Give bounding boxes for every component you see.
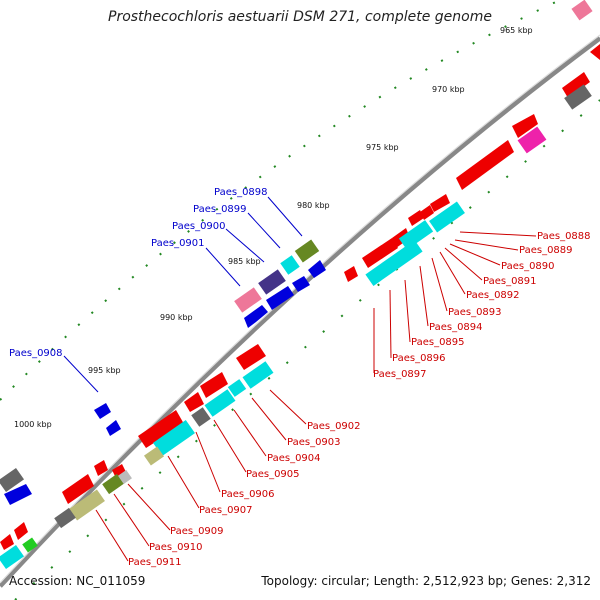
gene-feature-gray — [564, 84, 592, 110]
gene-label-forward: Paes_0899 — [193, 204, 247, 215]
gene-label-reverse: Paes_0893 — [448, 307, 502, 318]
inner-scale-ring — [14, 99, 600, 600]
scale-tick-label: 990 kbp — [160, 313, 193, 322]
gene-cds-forward — [244, 305, 268, 328]
accession-label: Accession: NC_011059 — [9, 574, 146, 588]
gene-feature-tan — [144, 446, 164, 466]
gene-feature-gray — [0, 467, 25, 493]
gene-label-reverse: Paes_0891 — [483, 276, 537, 287]
gene-label-reverse: Paes_0890 — [501, 261, 555, 272]
gene-cds-reverse — [200, 372, 228, 398]
scale-tick-label: 980 kbp — [297, 201, 330, 210]
scale-tick-label: 975 kbp — [366, 143, 399, 152]
scale-tick-label: 995 kbp — [88, 366, 121, 375]
reverse-gene-labels-lower: Paes_0902 Paes_0903 Paes_0904 Paes_0905 … — [95, 389, 361, 568]
scale-tick-label: 970 kbp — [432, 85, 465, 94]
gene-label-reverse: Paes_0896 — [392, 353, 446, 364]
gene-label-reverse: Paes_0894 — [429, 322, 483, 333]
gene-feature-cyan — [398, 220, 434, 250]
topology-text: Topology: circular; Length: 2,512,923 bp… — [261, 574, 591, 588]
gene-cds-reverse — [430, 194, 450, 212]
gene-cds-reverse — [512, 114, 538, 138]
gene-feature-cyan — [242, 361, 274, 389]
gene-feature-cyan — [365, 240, 423, 286]
gene-cds-reverse — [14, 522, 28, 540]
gene-cds-reverse — [236, 344, 266, 370]
topology-label: Topology: circular; Length: 2,512,923 bp… — [261, 574, 591, 588]
gene-feature-cyan — [429, 201, 465, 233]
gene-feature-olive — [294, 239, 320, 263]
forward-gene-labels: Paes_0898 Paes_0899 Paes_0900 Paes_0901 … — [9, 187, 303, 393]
scale-ring — [0, 0, 561, 401]
gene-cds-reverse — [62, 474, 94, 504]
gene-feature-tan — [69, 489, 105, 521]
gene-label-reverse: Paes_0903 — [287, 437, 341, 448]
reverse-gene-labels-upper: Paes_0888 Paes_0889 Paes_0890 Paes_0891 … — [373, 231, 591, 380]
gene-feature-olive — [102, 473, 124, 495]
gene-label-reverse: Paes_0906 — [221, 489, 275, 500]
gene-label-reverse: Paes_0907 — [199, 505, 253, 516]
gene-label-reverse: Paes_0905 — [246, 469, 300, 480]
forward-strand-features — [0, 0, 593, 505]
scale-tick-label: 965 kbp — [500, 26, 533, 35]
gene-cds-forward — [292, 276, 310, 292]
gene-cds-reverse — [362, 238, 398, 268]
gene-label-forward: Paes_0900 — [172, 221, 226, 232]
gene-feature-pink — [571, 0, 593, 21]
gene-label-reverse: Paes_0904 — [267, 453, 321, 464]
gene-feature-cyan — [204, 389, 236, 417]
gene-cds-reverse — [408, 210, 424, 226]
gene-label-reverse: Paes_0910 — [149, 542, 203, 553]
gene-feature-cyan — [0, 544, 25, 570]
scale-tick-label: 1000 kbp — [14, 420, 52, 429]
gene-cds-reverse — [112, 464, 126, 478]
gene-feature-cyan — [227, 379, 247, 397]
gene-label-reverse: Paes_0897 — [373, 369, 427, 380]
gene-label-forward: Paes_0901 — [151, 238, 205, 249]
gene-cds-reverse — [138, 410, 184, 448]
gene-cds-reverse — [0, 534, 14, 550]
gene-cds-forward — [308, 260, 326, 278]
reverse-strand-features — [0, 44, 600, 570]
gene-feature-cyan — [280, 255, 300, 275]
gene-feature-cyan — [153, 419, 195, 457]
gene-label-reverse: Paes_0889 — [519, 245, 573, 256]
map-title: Prosthecochloris aestuarii DSM 271, comp… — [108, 9, 492, 25]
gene-cds-reverse — [420, 205, 434, 220]
gene-label-reverse: Paes_0902 — [307, 421, 361, 432]
gene-feature-gray — [54, 507, 76, 529]
gene-label-reverse: Paes_0892 — [466, 290, 520, 301]
gene-label-forward: Paes_0898 — [214, 187, 268, 198]
gene-label-reverse: Paes_0888 — [537, 231, 591, 242]
gene-label-reverse: Paes_0909 — [170, 526, 224, 537]
gene-feature-pink — [234, 287, 262, 313]
gene-feature-gray — [191, 407, 211, 427]
gene-feature-gray — [118, 470, 132, 484]
scale-tick-label: 985 kbp — [228, 257, 261, 266]
gene-cds-reverse — [562, 72, 590, 98]
gene-cds-forward — [266, 286, 294, 310]
gene-cds-reverse — [590, 44, 600, 60]
gene-feature-magenta — [517, 126, 547, 154]
gene-label-reverse: Paes_0911 — [128, 557, 182, 568]
gene-cds-forward — [4, 484, 32, 505]
gene-cds-reverse — [456, 140, 514, 190]
gene-cds-reverse — [94, 460, 108, 476]
gene-cds-forward — [106, 420, 121, 436]
gene-feature-green — [22, 537, 38, 553]
gene-label-reverse: Paes_0895 — [411, 337, 465, 348]
gene-feature-navy — [258, 269, 286, 295]
gene-label-forward: Paes_0908 — [9, 348, 63, 359]
gene-cds-forward — [94, 403, 111, 419]
gene-cds-reverse — [184, 392, 204, 412]
gene-cds-reverse — [344, 266, 358, 282]
